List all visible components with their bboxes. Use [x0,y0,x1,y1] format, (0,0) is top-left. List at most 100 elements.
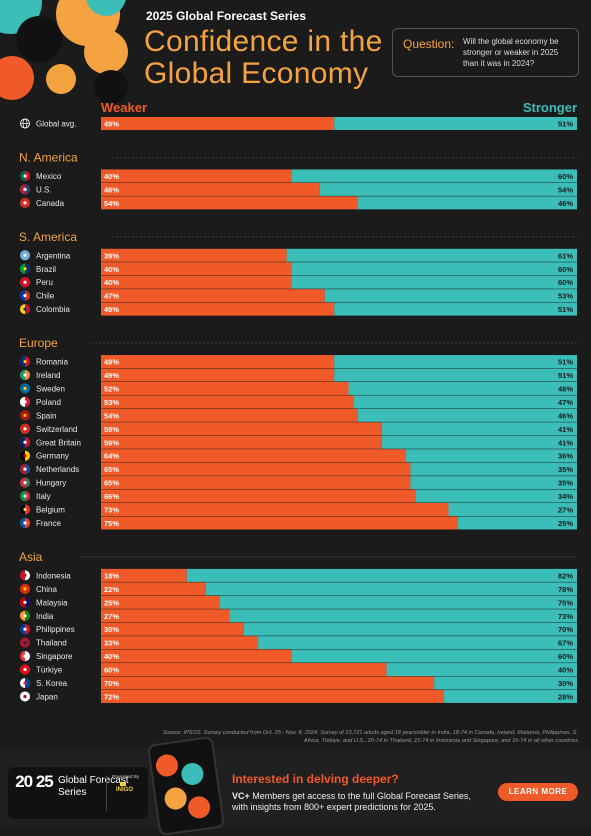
bar-stronger [443,689,577,703]
flag-turkiye-icon-center [23,667,27,672]
value-label-stronger: 73% [558,612,573,621]
flag-romania-icon-center [23,359,27,364]
flag-italy-icon-left [20,491,25,502]
value-label-stronger: 54% [558,185,573,194]
region-label: Africa [19,723,50,725]
country-label: France [36,519,61,528]
flag-singapore-icon-right [25,651,30,662]
value-label-stronger: 46% [558,411,573,420]
bar-weaker [101,582,206,596]
flag-canada-icon-left [20,197,25,208]
flag-france-icon-center [23,521,27,525]
flag-mexico-icon-right [25,170,30,181]
value-label-weaker: 46% [104,185,119,194]
flag-romania-icon-left [20,356,25,367]
flag-poland-icon-right [25,396,30,407]
value-label-weaker: 18% [104,571,119,580]
flag-great-britain-icon-right [25,437,30,448]
flag-mexico-icon-left [20,170,25,181]
bar-stronger [220,595,577,609]
flag-india-icon-right [25,610,30,621]
value-label-weaker: 39% [104,251,119,260]
bar-weaker [101,568,187,582]
bar-stronger [458,516,577,530]
decor-circle [86,0,126,16]
value-label-stronger: 61% [558,251,573,260]
flag-india-icon-center [23,614,27,618]
value-label-stronger: 70% [558,625,573,634]
flag-sweden-icon-right [25,383,30,394]
value-label-weaker: 47% [104,292,119,301]
value-label-stronger: 60% [558,172,573,181]
legend-weaker: Weaker [101,100,147,115]
series-label: 2025 Global Forecast Series [146,9,307,23]
bar-weaker [101,649,292,663]
value-label-weaker: 49% [104,371,119,380]
value-label-stronger: 25% [558,519,573,528]
flag-spain-icon-right [25,410,30,421]
value-label-weaker: 49% [104,358,119,367]
value-label-stronger: 35% [558,465,573,474]
value-label-weaker: 33% [104,639,119,648]
question-box: Question: Will the global economy be str… [392,28,579,77]
value-label-stronger: 51% [558,120,573,129]
bar-stronger [415,489,577,503]
bar-stronger [243,622,578,636]
value-label-stronger: 60% [558,265,573,274]
value-label-stronger: 51% [558,371,573,380]
bar-stronger [291,275,577,289]
bar-weaker [101,516,458,530]
decor-circle [179,761,205,787]
source-note: Source: IPSOS. Survey conducted from Oct… [162,730,578,744]
bar-weaker [101,355,335,369]
bar-weaker [101,289,325,303]
flag-france-icon-right [25,517,30,528]
bar-weaker [101,435,382,449]
value-label-weaker: 75% [104,519,119,528]
value-label-stronger: 35% [558,479,573,488]
bar-weaker [101,275,292,289]
flag-peru-icon-center [23,280,27,284]
flag-italy-icon-right [25,491,30,502]
legend-stronger: Stronger [523,100,577,115]
country-label: Great Britain [36,438,81,447]
value-label-stronger: 51% [558,305,573,314]
bar-stronger [291,649,577,663]
bar-stronger [334,355,577,369]
bar-weaker [101,196,359,210]
bar-stronger [353,395,577,409]
title-line-1: Confidence in the [144,25,383,58]
page-title: Confidence in the Global Economy [144,26,383,90]
series-badge: 20 25 Global Forecast Series Presented B… [8,767,148,819]
value-label-weaker: 73% [104,506,119,515]
flag-switzerland-icon-right [25,423,30,434]
value-label-weaker: 40% [104,265,119,274]
flag-brazil-icon-center [23,267,27,271]
value-label-stronger: 53% [558,292,573,301]
country-label: Indonesia [36,571,71,580]
flag-netherlands-icon-right [25,464,30,475]
flag-peru-icon-right [25,277,30,288]
value-label-stronger: 36% [558,452,573,461]
country-label: China [36,585,57,594]
bar-weaker [101,422,382,436]
flag-netherlands-icon-center [23,467,27,471]
value-label-weaker: 30% [104,625,119,634]
flag-germany-icon-center [23,454,27,458]
flag-chile-icon-center [23,294,27,298]
footer: 20 25 Global Forecast Series Presented B… [0,735,591,836]
flag-turkiye-icon-left [20,664,25,675]
country-label: Peru [36,278,53,287]
flag-us-icon-left [20,184,25,195]
value-label-weaker: 49% [104,120,119,129]
country-label: Singapore [36,652,73,661]
flag-malaysia-icon-left [20,597,25,608]
decor-circle [16,16,62,62]
bar-stronger [258,636,577,650]
flag-belgium-icon-left [20,504,25,515]
bar-weaker [101,663,387,677]
bar-stronger [381,422,577,436]
decor-circle [163,786,189,811]
bar-weaker [101,503,449,516]
learn-more-button[interactable]: LEARN MORE [498,783,578,801]
